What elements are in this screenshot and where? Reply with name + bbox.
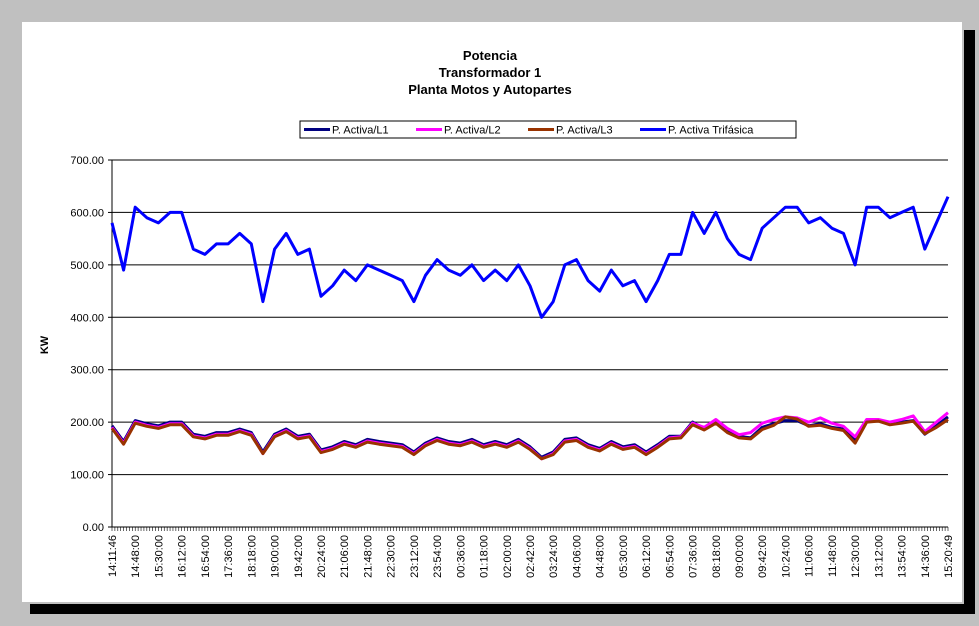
x-tick-label: 11:06:00 (804, 535, 816, 577)
x-tick-label: 05:30:00 (618, 535, 630, 578)
x-tick-label: 12:30:00 (850, 535, 862, 578)
x-tick-label: 18:18:00 (246, 535, 258, 578)
x-tick-label: 09:42:00 (757, 535, 769, 578)
chart-title: Transformador 1 (439, 65, 542, 80)
legend: P. Activa/L1 P. Activa/L2 P. Activa/L3 P. A… (299, 120, 797, 139)
x-tick-label: 11:48:00 (827, 535, 839, 577)
x-tick-label: 21:48:00 (362, 535, 374, 578)
series-line (110, 415, 949, 461)
legend-label: P. Activa/L1 (332, 125, 389, 137)
x-tick-label: 01:18:00 (479, 535, 491, 578)
y-tick-label: 500.00 (70, 260, 104, 272)
chart-panel (22, 22, 962, 602)
x-tick-label: 06:54:00 (664, 535, 676, 578)
x-tick-label: 21:06:00 (339, 535, 351, 578)
x-tick-label: 19:42:00 (293, 535, 305, 578)
y-tick-label: 600.00 (70, 207, 104, 219)
x-tick-label: 23:12:00 (409, 535, 421, 578)
x-tick-label: 14:36:00 (920, 535, 932, 578)
x-tick-label: 10:24:00 (780, 535, 792, 578)
y-tick-label: 400.00 (70, 312, 104, 324)
x-tick-label: 06:12:00 (641, 535, 653, 578)
legend-label: P. Activa/L2 (444, 125, 501, 137)
series-line (110, 196, 950, 319)
x-tick-label: 13:12:00 (873, 535, 885, 578)
x-tick-label: 04:48:00 (595, 535, 607, 578)
y-tick-label: 200.00 (70, 417, 104, 429)
x-tick-label: 02:42:00 (525, 535, 537, 578)
legend-label: P. Activa Trifásica (668, 125, 754, 137)
y-tick-label: 0.00 (83, 522, 104, 534)
x-tick-label: 07:36:00 (688, 535, 700, 578)
x-tick-label: 00:36:00 (455, 535, 467, 578)
frame-shadow (964, 30, 975, 614)
x-tick-label: 23:54:00 (432, 535, 444, 578)
x-tick-label: 14:11:46 (107, 535, 119, 577)
x-tick-label: 15:20:49 (943, 535, 955, 578)
x-tick-label: 14:48:00 (130, 535, 142, 578)
y-tick-label: 100.00 (70, 470, 104, 482)
legend-label: P. Activa/L3 (556, 125, 613, 137)
x-tick-label: 09:00:00 (734, 535, 746, 578)
chart-title: Potencia (463, 48, 518, 63)
y-axis-label: KW (39, 335, 51, 354)
x-tick-label: 22:30:00 (386, 535, 398, 578)
x-tick-label: 19:00:00 (270, 535, 282, 578)
x-tick-label: 02:00:00 (502, 535, 514, 578)
y-tick-label: 300.00 (70, 365, 104, 377)
x-tick-label: 03:24:00 (548, 535, 560, 578)
x-tick-label: 17:36:00 (223, 535, 235, 578)
frame-shadow (30, 604, 975, 614)
x-tick-label: 13:54:00 (897, 535, 909, 578)
x-tick-label: 16:54:00 (200, 535, 212, 578)
x-tick-label: 16:12:00 (177, 535, 189, 578)
x-tick-label: 08:18:00 (711, 535, 723, 578)
x-tick-label: 20:24:00 (316, 535, 328, 578)
y-tick-label: 700.00 (70, 155, 104, 167)
chart-title: Planta Motos y Autopartes (408, 82, 571, 97)
x-tick-label: 04:06:00 (571, 535, 583, 578)
x-tick-label: 15:30:00 (153, 535, 165, 578)
